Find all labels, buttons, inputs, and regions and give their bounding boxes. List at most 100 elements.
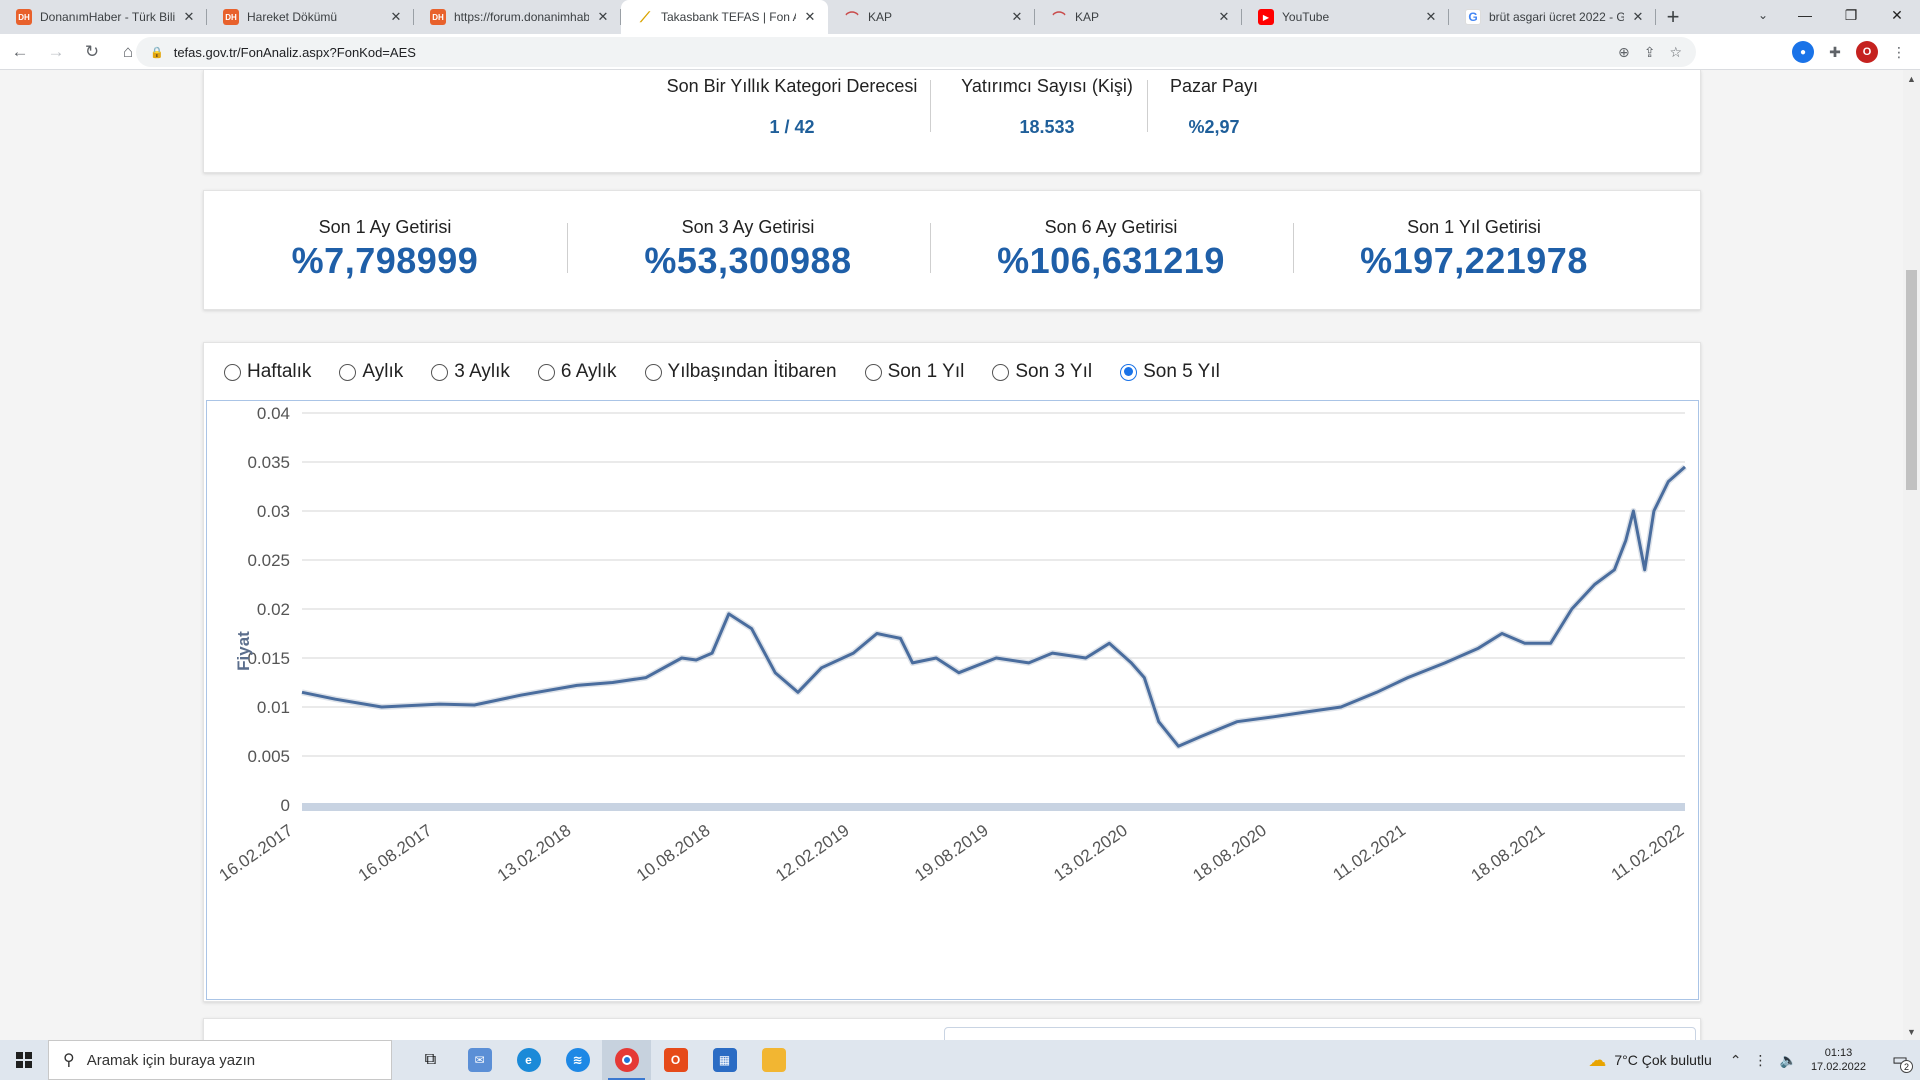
clock-time: 01:13 (1824, 1047, 1853, 1059)
tab-close-icon[interactable]: ✕ (804, 9, 816, 24)
tab-close-icon[interactable]: ✕ (1632, 9, 1644, 24)
browser-tab[interactable]: DH Hareket Dökümü ✕ (207, 0, 414, 34)
lock-icon[interactable]: 🔒 (150, 46, 164, 59)
tab-favicon-icon: ⌒ (845, 10, 859, 26)
period-radio-label[interactable]: 6 Aylık (560, 361, 617, 382)
period-radio[interactable]: Son 5 Yıl (1120, 361, 1220, 383)
period-radio-label[interactable]: 3 Aylık (454, 361, 510, 382)
period-radio-label[interactable]: Son 3 Yıl (1015, 361, 1093, 382)
weather-widget[interactable]: ☁ 7°C Çok bulutlu (1588, 1050, 1711, 1071)
radio-button-icon[interactable] (1120, 363, 1138, 381)
app-blue-circle-icon[interactable]: ≋ (553, 1040, 602, 1080)
period-radio-label[interactable]: Aylık (362, 361, 404, 382)
tab-close-icon[interactable]: ✕ (597, 9, 609, 24)
period-radio[interactable]: Aylık (339, 361, 403, 383)
tab-title: brüt asgari ücret 2022 - Go (1489, 10, 1624, 24)
x-tick-label: 16.02.2017 (216, 821, 297, 885)
share-icon[interactable]: ⇪ (1643, 43, 1656, 60)
radio-button-icon[interactable] (224, 363, 241, 381)
scrollbar-thumb[interactable] (1906, 270, 1917, 490)
file-explorer-icon[interactable] (749, 1040, 798, 1080)
browser-tab[interactable]: ⌒ KAP ✕ (1035, 0, 1242, 34)
tab-close-icon[interactable]: ✕ (1218, 9, 1230, 24)
radio-button-icon[interactable] (992, 363, 1010, 381)
back-icon[interactable]: ← (11, 41, 29, 61)
restore-icon[interactable]: ❐ (1844, 6, 1858, 23)
tab-title: https://forum.donanimhab (454, 10, 589, 24)
browser-tab[interactable]: ⟋ Takasbank TEFAS | Fon Ana ✕ (621, 0, 828, 34)
radio-button-icon[interactable] (537, 363, 555, 381)
scroll-down-icon[interactable]: ▼ (1907, 1026, 1916, 1037)
taskbar-clock[interactable]: 01:13 17.02.2022 (1811, 1046, 1866, 1074)
tab-favicon-icon: ⌒ (1052, 10, 1066, 26)
taskbar-search[interactable]: ⚲ Aramak için buraya yazın (48, 1040, 392, 1080)
zoom-icon[interactable]: ⊕ (1617, 43, 1630, 60)
browser-tab[interactable]: DH https://forum.donanimhab ✕ (414, 0, 621, 34)
scroll-up-icon[interactable]: ▲ (1907, 73, 1916, 84)
divider (1147, 80, 1148, 132)
return-1y-value: %197,221978 (1360, 240, 1588, 281)
extension-icon[interactable]: ● (1792, 41, 1814, 63)
radio-button-icon[interactable] (644, 363, 662, 381)
home-icon[interactable]: ⌂ (122, 41, 134, 61)
bottom-inner-panel (944, 1027, 1696, 1040)
tab-favicon-icon: DH (430, 9, 446, 25)
bookmark-star-icon[interactable]: ☆ (1669, 43, 1682, 60)
x-tick-label: 10.08.2018 (633, 821, 714, 885)
tab-close-icon[interactable]: ✕ (1425, 9, 1437, 24)
address-bar[interactable]: 🔒 tefas.gov.tr/FonAnaliz.aspx?FonKod=AES… (136, 37, 1696, 67)
edge-browser-icon[interactable]: e (504, 1040, 553, 1080)
tab-search-icon[interactable]: ⌄ (1757, 8, 1769, 22)
tab-favicon-icon: ▶ (1258, 9, 1274, 25)
y-tick-label: 0.03 (257, 502, 290, 521)
forward-icon[interactable]: → (47, 41, 65, 61)
browser-tab[interactable]: DH DonanımHaber - Türk Bilişi ✕ (0, 0, 207, 34)
menu-kebab-icon[interactable]: ⋮ (1892, 43, 1906, 60)
period-radio[interactable]: 6 Aylık (537, 361, 617, 383)
tab-title: YouTube (1282, 10, 1330, 24)
period-radio-label[interactable]: Haftalık (247, 361, 312, 382)
browser-tab[interactable]: ▶ YouTube ✕ (1242, 0, 1449, 34)
browser-tab[interactable]: ⌒ KAP ✕ (828, 0, 1035, 34)
office-app-icon[interactable]: O (651, 1040, 700, 1080)
period-radio-label[interactable]: Yılbaşından İtibaren (667, 361, 837, 382)
page-scrollbar[interactable]: ▲ ▼ (1903, 70, 1920, 1040)
network-icon[interactable]: ⋮ (1753, 1051, 1768, 1068)
extensions-puzzle-icon[interactable]: ✚ (1829, 43, 1841, 60)
task-view-icon[interactable]: ⧉ (424, 1051, 437, 1068)
radio-button-icon[interactable] (431, 363, 449, 381)
market-share-stat: Pazar Payı %2,97 (1159, 76, 1269, 138)
tab-close-icon[interactable]: ✕ (183, 9, 195, 24)
period-radio[interactable]: Son 3 Yıl (992, 361, 1092, 383)
chrome-browser-icon[interactable] (602, 1040, 651, 1080)
radio-button-icon[interactable] (339, 363, 357, 381)
new-tab-button[interactable]: + (1666, 4, 1680, 29)
volume-icon[interactable]: 🔈 (1779, 1051, 1797, 1068)
profile-avatar[interactable]: O (1856, 41, 1878, 63)
mail-app-icon[interactable]: ✉ (455, 1040, 504, 1080)
tab-favicon-icon: DH (16, 9, 32, 25)
return-1y: Son 1 Yıl Getirisi %197,221978 (1293, 217, 1655, 282)
period-radio[interactable]: Yılbaşından İtibaren (644, 361, 837, 383)
tab-close-icon[interactable]: ✕ (390, 9, 402, 24)
period-radio-label[interactable]: Son 1 Yıl (887, 361, 965, 382)
start-button[interactable] (0, 1040, 48, 1080)
period-radio[interactable]: 3 Aylık (431, 361, 510, 383)
period-radio[interactable]: Haftalık (224, 361, 311, 383)
tab-title: Hareket Dökümü (247, 10, 338, 24)
toolbar-right: ● ✚ O ⋮ (1792, 36, 1910, 68)
tab-close-icon[interactable]: ✕ (1011, 9, 1023, 24)
close-window-icon[interactable]: ✕ (1891, 6, 1903, 23)
radio-button-icon[interactable] (864, 363, 882, 381)
reload-icon[interactable]: ↻ (84, 41, 100, 61)
tray-chevron-icon[interactable]: ⌃ (1729, 1051, 1742, 1068)
store-app-icon[interactable]: ▦ (700, 1040, 749, 1080)
y-tick-label: 0.035 (247, 453, 290, 472)
notification-center-icon[interactable]: ▭ 2 (1880, 1040, 1920, 1080)
tray-icons: ⌃ ⋮ 🔈 (1730, 1052, 1797, 1069)
period-radio[interactable]: Son 1 Yıl (864, 361, 965, 383)
period-radio-label[interactable]: Son 5 Yıl (1143, 361, 1220, 382)
minimize-icon[interactable]: — (1798, 7, 1812, 23)
url-text[interactable]: tefas.gov.tr/FonAnaliz.aspx?FonKod=AES (173, 44, 416, 60)
